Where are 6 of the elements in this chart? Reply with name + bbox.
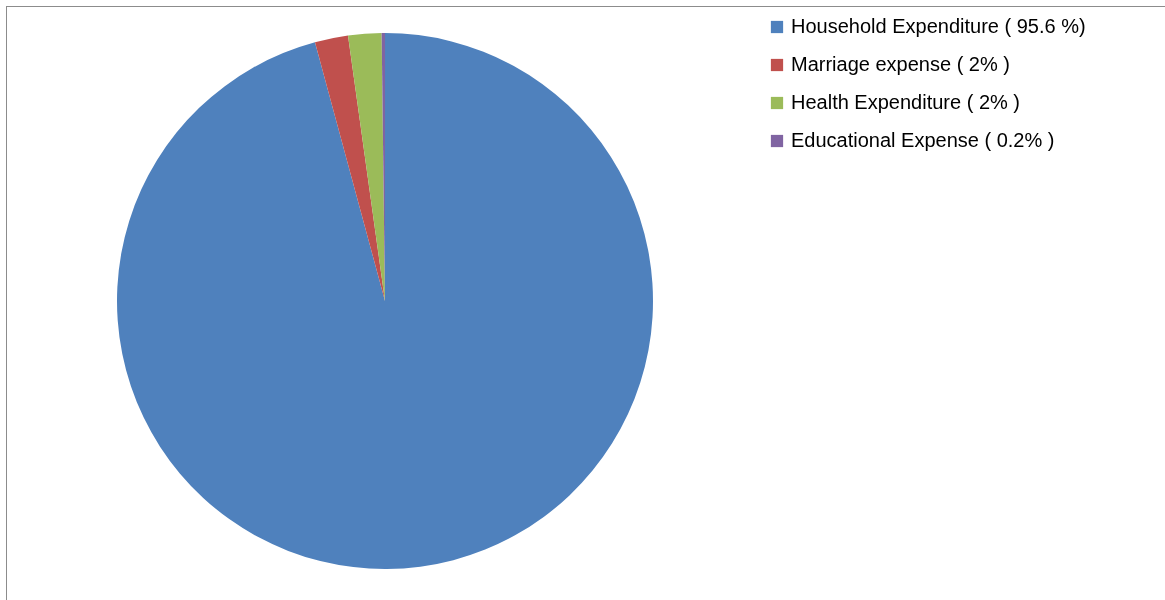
legend-label: Health Expenditure ( 2% )	[791, 91, 1021, 113]
legend-label: Marriage expense ( 2% )	[791, 53, 1010, 75]
legend-label: Household Expenditure ( 95.6 %)	[791, 15, 1086, 37]
pie-slice	[314, 35, 385, 301]
legend-label: Educational Expense ( 0.2% )	[791, 129, 1055, 151]
pie-slice	[117, 33, 653, 569]
